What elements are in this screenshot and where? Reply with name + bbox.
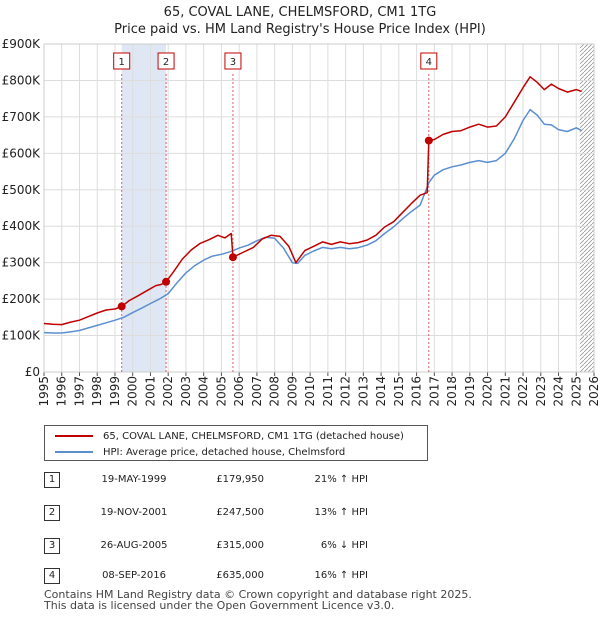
x-tick-label: 2006 [232, 376, 246, 407]
x-tick-label: 1997 [72, 376, 86, 407]
y-tick-label: £600K [2, 146, 42, 160]
x-tick-label: 2000 [126, 376, 140, 407]
legend-item-hpi: HPI: Average price, detached house, Chel… [55, 444, 345, 460]
transaction-number-badge: 1 [44, 472, 60, 488]
x-tick-label: 1998 [90, 376, 104, 407]
transaction-hpi-change: 16% ↑ HPI [314, 570, 368, 581]
x-tick-label: 2014 [374, 376, 388, 407]
transaction-point [117, 302, 126, 311]
chart-title-address: 65, COVAL LANE, CHELMSFORD, CM1 1TG [163, 5, 437, 20]
transaction-number-badge: 2 [44, 505, 60, 521]
x-tick-label: 2016 [410, 376, 424, 407]
x-tick-label: 2022 [516, 376, 530, 407]
y-tick-label: £100K [2, 329, 42, 343]
transaction-point [228, 253, 237, 262]
x-tick-label: 2024 [552, 376, 566, 407]
x-tick-label: 2020 [481, 376, 495, 407]
transaction-number-badge: 4 [44, 568, 60, 584]
x-tick-label: 2019 [463, 376, 477, 407]
y-tick-label: £300K [2, 256, 42, 270]
x-tick-label: 2012 [339, 376, 353, 407]
x-tick-label: 2007 [250, 376, 264, 407]
transaction-hpi-change: 6% ↓ HPI [320, 540, 368, 551]
x-tick-label: 2010 [303, 376, 317, 407]
transaction-price: £247,500 [216, 507, 264, 518]
forecast-hatch [579, 44, 594, 372]
transaction-price: £315,000 [216, 540, 264, 551]
transaction-date: 19-MAY-1999 [101, 474, 167, 485]
price-paid-line [43, 76, 582, 326]
transaction-point [424, 136, 433, 145]
shaded-period [121, 44, 167, 372]
y-tick-label: £400K [2, 219, 42, 233]
x-tick-label: 2013 [356, 376, 370, 407]
y-tick-label: £500K [2, 183, 42, 197]
x-tick-label: 1996 [55, 376, 69, 407]
attribution-footer: Contains HM Land Registry data © Crown c… [44, 589, 472, 611]
legend-swatch-hpi [55, 451, 93, 453]
x-tick-label: 2018 [445, 376, 459, 407]
plot-border [43, 43, 595, 373]
transaction-date: 19-NOV-2001 [100, 507, 168, 518]
x-tick-label: 1995 [37, 376, 51, 407]
transaction-date: 26-AUG-2005 [100, 540, 168, 551]
y-tick-label: £0 [25, 365, 40, 379]
x-tick-label: 2017 [427, 376, 441, 407]
transaction-marker-box [224, 52, 242, 70]
x-tick-label: 2009 [285, 376, 299, 407]
transaction-marker-box [420, 52, 438, 70]
hpi-line [43, 108, 582, 334]
x-tick-label: 2004 [197, 376, 211, 407]
transaction-marker-number: 1 [119, 57, 125, 68]
price-chart: £0 £100K £200K £300K £400K £500K £600K £700K £80… [2, 37, 600, 407]
legend-item-price: 65, COVAL LANE, CHELMSFORD, CM1 1TG (det… [55, 428, 404, 444]
y-tick-label: £800K [2, 73, 42, 87]
transaction-marker-number: 4 [426, 57, 432, 68]
x-tick-label: 1999 [108, 376, 122, 407]
legend-label-price: 65, COVAL LANE, CHELMSFORD, CM1 1TG (det… [103, 430, 404, 442]
chart-title: 65, COVAL LANE, CHELMSFORD, CM1 1TG Pric… [0, 4, 600, 38]
transaction-price: £179,950 [216, 474, 264, 485]
chart-legend: 65, COVAL LANE, CHELMSFORD, CM1 1TG (det… [44, 425, 428, 461]
x-tick-label: 2002 [161, 376, 175, 407]
transaction-marker-box [157, 52, 175, 70]
chart-subtitle: Price paid vs. HM Land Registry's House … [114, 22, 486, 37]
x-tick-label: 2023 [534, 376, 548, 407]
x-tick-label: 2025 [569, 376, 583, 407]
x-tick-label: 2003 [179, 376, 193, 407]
transaction-hpi-change: 21% ↑ HPI [314, 474, 368, 485]
x-tick-label: 2008 [268, 376, 282, 407]
y-tick-label: £700K [2, 110, 42, 124]
x-tick-label: 2011 [321, 376, 335, 407]
transaction-row: 2 19-NOV-2001 £247,500 13% ↑ HPI [44, 503, 444, 523]
legend-swatch-price [55, 435, 93, 437]
transaction-row: 4 08-SEP-2016 £635,000 16% ↑ HPI [44, 566, 444, 586]
licence-notice: This data is licensed under the Open Gov… [44, 599, 395, 612]
transaction-price: £635,000 [216, 570, 264, 581]
legend-label-hpi: HPI: Average price, detached house, Chel… [103, 446, 346, 458]
transaction-hpi-change: 13% ↑ HPI [314, 507, 368, 518]
transaction-row: 3 26-AUG-2005 £315,000 6% ↓ HPI [44, 536, 444, 556]
x-tick-label: 2026 [587, 376, 600, 407]
copyright-notice: Contains HM Land Registry data © Crown c… [44, 588, 472, 601]
transaction-marker-number: 2 [163, 57, 169, 68]
transaction-marker-number: 3 [230, 57, 236, 68]
transaction-number-badge: 3 [44, 538, 60, 554]
transaction-marker-box [113, 52, 131, 70]
transaction-row: 1 19-MAY-1999 £179,950 21% ↑ HPI [44, 470, 444, 490]
transaction-point [162, 277, 171, 286]
x-tick-label: 2021 [498, 376, 512, 407]
x-tick-label: 2005 [214, 376, 228, 407]
x-tick-label: 2001 [143, 376, 157, 407]
y-tick-label: £900K [2, 37, 42, 51]
y-tick-label: £200K [2, 292, 42, 306]
x-tick-label: 2015 [392, 376, 406, 407]
transaction-date: 08-SEP-2016 [102, 570, 166, 581]
